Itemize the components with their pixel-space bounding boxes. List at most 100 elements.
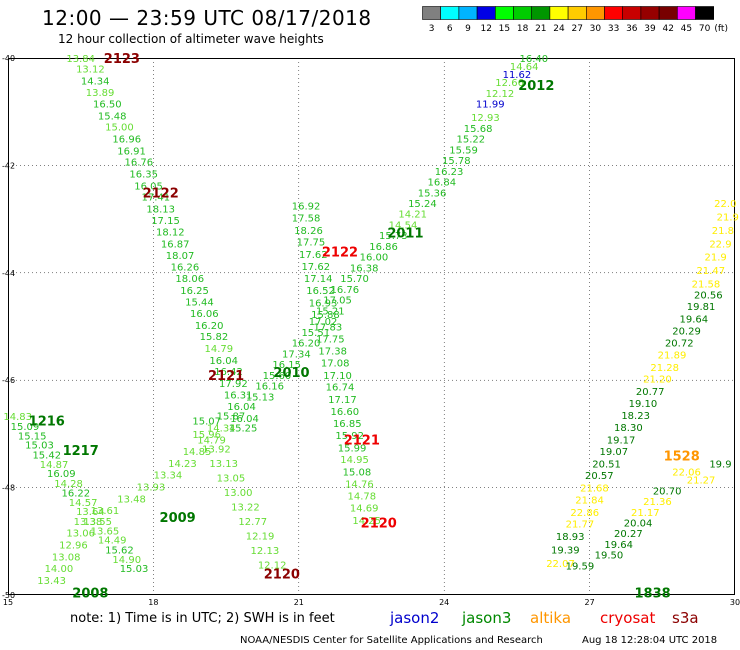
wave-height-value: 14.25 [352,516,381,527]
wave-height-value: 14.49 [98,536,127,547]
wave-height-value: 16.20 [292,339,321,350]
wave-height-value: 12.12 [486,89,515,100]
wave-height-value: 16.91 [117,146,146,157]
scale-swatch-12 [476,6,496,20]
lat-tick-label: -46 [2,376,15,385]
scale-label-30: 30 [590,24,602,34]
satellite-legend-jason3: jason3 [462,609,512,627]
wave-height-value: 16.35 [129,169,158,180]
satellite-legend-altika: altika [530,609,572,627]
wave-height-value: 22.9 [709,239,731,250]
wave-height-value: 14.69 [350,503,379,514]
wave-height-value: 12.12 [258,560,287,571]
wave-height-value: 13.48 [117,494,146,505]
pass-time-label: 2010 [273,366,309,381]
wave-height-value: 17.92 [219,379,248,390]
wave-height-value: 14.28 [54,479,83,490]
wave-height-value: 16.76 [331,285,360,296]
wave-height-value: 11.99 [476,100,505,111]
lon-tick-label: 24 [439,598,449,607]
wave-height-value: 12.96 [59,541,88,552]
wave-height-value: 17.75 [297,238,326,249]
wave-height-value: 15.07 [192,416,221,427]
wave-height-value: 21.77 [566,520,595,531]
scale-label-6: 6 [447,24,453,34]
pass-time-label: 2011 [387,227,423,242]
lon-tick-label: 27 [585,598,595,607]
wave-height-value: 14.79 [197,435,226,446]
wave-height-value: 20.72 [665,339,694,350]
wave-height-value: 14.57 [69,498,98,509]
wave-height-value: 17.05 [323,296,352,307]
wave-height-value: 16.38 [350,263,379,274]
wave-height-value: 16.96 [112,135,141,146]
satellite-legend-s3a: s3a [672,609,699,627]
wave-height-value: 13.38 [74,517,103,528]
wave-height-value: 12.66 [495,78,524,89]
wave-height-value: 14.34 [81,77,110,88]
pass-time-label: 2012 [518,79,554,94]
wave-height-value: 13.00 [224,488,253,499]
wave-height-value: 16.09 [47,469,76,480]
footer-note: note: 1) Time is in UTC; 2) SWH is in fe… [70,611,335,626]
scale-swatch-3 [422,6,442,20]
wave-height-value: 22.06 [672,467,701,478]
wave-height-value: 15.44 [185,297,214,308]
wave-height-value: 14.23 [168,459,197,470]
scale-swatch-70 [695,6,715,20]
wave-height-value: 19.64 [604,540,633,551]
scale-label-21: 21 [535,24,546,34]
wave-height-value: 13.34 [154,471,183,482]
wave-height-value: 15.70 [340,274,369,285]
wave-height-value: 14.78 [347,492,376,503]
wave-height-value: 21.84 [575,495,604,506]
scale-label-12: 12 [480,24,491,34]
wave-height-value: 15.68 [464,124,493,135]
wave-height-value: 21.8 [712,226,734,237]
wave-height-value: 14.00 [45,564,74,575]
wave-height-value: 14.83 [3,412,32,423]
wave-height-value: 17.62 [299,250,328,261]
wave-height-value: 22.0 [714,199,736,210]
lat-tick-label: -50 [2,591,15,600]
wave-height-value: 18.26 [294,226,323,237]
scale-label-45: 45 [681,24,692,34]
wave-height-value: 15.62 [105,545,134,556]
wave-height-value: 17.02 [309,317,338,328]
wave-height-value: 14.79 [205,344,234,355]
wave-height-value: 21.47 [696,266,725,277]
credit-line: NOAA/NESDIS Center for Satellite Applica… [240,635,543,646]
wave-height-value: 13.55 [83,517,112,528]
wave-height-value: 14.34 [207,423,236,434]
wave-height-value: 16.15 [272,360,301,371]
wave-height-value: 21.68 [580,484,609,495]
page-subtitle: 12 hour collection of altimeter wave hei… [58,32,324,46]
wave-height-value: 19.17 [607,435,636,446]
pass-time-label: 2121 [208,369,244,384]
wave-height-value: 22.07 [546,559,575,570]
wave-height-value: 15.03 [120,564,149,575]
satellite-legend-jason2: jason2 [390,609,440,627]
wave-height-value: 15.22 [457,135,486,146]
wave-height-value: 13.08 [52,552,81,563]
wave-height-value: 17.34 [282,349,311,360]
wave-height-value: 15.78 [442,156,471,167]
wave-height-value: 15.13 [246,392,275,403]
wave-height-value: 16.52 [306,286,335,297]
wave-height-value: 15.51 [301,328,330,339]
wave-height-value: 19.39 [551,545,580,556]
wave-height-value: 17.62 [301,262,330,273]
wave-height-value: 13.65 [91,527,120,538]
wave-height-value: 19.64 [679,314,708,325]
wave-height-value: 12.19 [246,531,275,542]
wave-height-value: 11.62 [503,70,532,81]
wave-height-value: 18.07 [166,251,195,262]
wave-height-value: 16.04 [230,414,259,425]
map-border [8,58,735,595]
wave-height-value: 13.64 [76,507,105,518]
wave-height-value: 16.04 [227,402,256,413]
wave-height-value: 17.15 [151,216,180,227]
wave-height-value: 16.31 [224,391,253,402]
wave-height-value: 15.87 [217,412,246,423]
pass-time-label: 2008 [72,586,108,601]
